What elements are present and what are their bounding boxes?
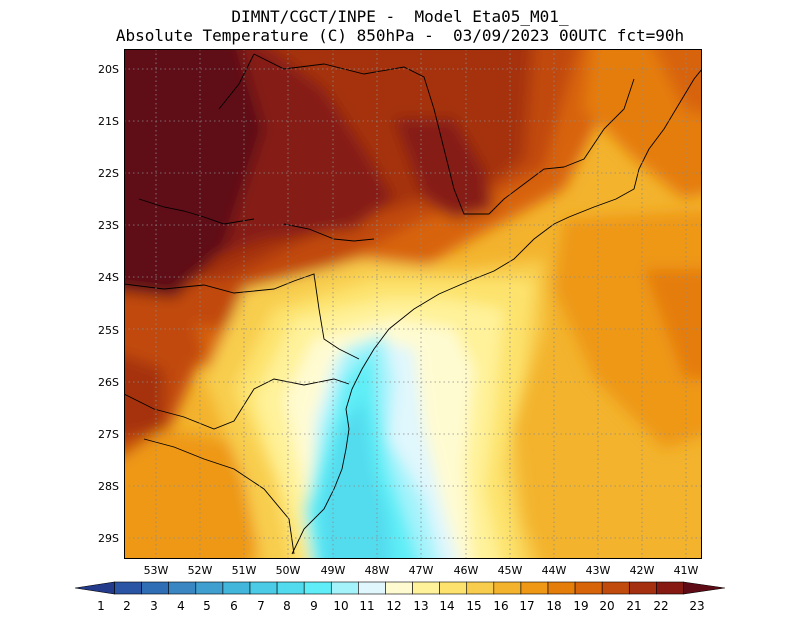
colorbar-swatch xyxy=(303,581,332,595)
lon-label: 46W xyxy=(453,564,479,577)
lat-label: 27S xyxy=(98,428,119,441)
lon-label: 43W xyxy=(585,564,611,577)
colorbar-swatch xyxy=(547,581,576,595)
colorbar-swatch xyxy=(683,581,726,595)
lat-label: 28S xyxy=(98,480,119,493)
lat-label: 24S xyxy=(98,271,119,284)
lon-label: 42W xyxy=(629,564,655,577)
colorbar-label: 7 xyxy=(257,599,265,613)
colorbar-swatch xyxy=(412,581,440,595)
colorbar-swatch xyxy=(195,581,224,595)
lon-label: 51W xyxy=(231,564,257,577)
map-title-line2: Absolute Temperature (C) 850hPa - 03/09/… xyxy=(115,26,685,45)
lon-label: 45W xyxy=(497,564,523,577)
lon-label: 53W xyxy=(143,564,169,577)
colorbar-swatch xyxy=(358,581,386,595)
colorbar-swatch xyxy=(330,581,359,595)
lat-label: 23S xyxy=(98,219,119,232)
colorbar-label: 18 xyxy=(546,599,562,613)
colorbar-swatch xyxy=(520,581,549,595)
colorbar-label: 1 xyxy=(97,599,105,613)
lon-label: 41W xyxy=(673,564,699,577)
colorbar-label: 23 xyxy=(689,599,705,613)
colorbar-swatch xyxy=(601,581,630,595)
colorbar-swatch xyxy=(114,581,142,595)
colorbar-label: 2 xyxy=(123,599,131,613)
lat-label: 25S xyxy=(98,324,119,337)
colorbar-label: 6 xyxy=(230,599,238,613)
colorbar-label: 14 xyxy=(439,599,455,613)
colorbar-swatch xyxy=(628,581,657,595)
colorbar-label: 13 xyxy=(413,599,429,613)
map-title-line1: DIMNT/CGCT/INPE - Model Eta05_M01_ xyxy=(231,7,569,26)
lat-lon-grid xyxy=(124,49,702,559)
colorbar-swatch xyxy=(466,581,495,595)
colorbar-label: 17 xyxy=(519,599,535,613)
colorbar-svg xyxy=(74,581,726,595)
colorbar-swatch xyxy=(385,581,413,595)
lon-label: 52W xyxy=(187,564,213,577)
lon-label: 47W xyxy=(408,564,434,577)
temperature-shading xyxy=(124,49,702,559)
colorbar-label: 20 xyxy=(599,599,615,613)
colorbar-label: 19 xyxy=(573,599,589,613)
colorbar-label: 15 xyxy=(466,599,482,613)
colorbar-label: 11 xyxy=(359,599,375,613)
colorbar-swatch xyxy=(439,581,468,595)
colorbar-swatch xyxy=(493,581,522,595)
colorbar-label: 4 xyxy=(177,599,185,613)
colorbar-swatch xyxy=(276,581,305,595)
lat-label: 26S xyxy=(98,376,119,389)
lat-label: 21S xyxy=(98,115,119,128)
lon-label: 50W xyxy=(275,564,301,577)
colorbar-swatch xyxy=(249,581,278,595)
colorbar-label: 9 xyxy=(310,599,318,613)
lat-label: 29S xyxy=(98,532,119,545)
colorbar-label: 16 xyxy=(493,599,509,613)
colorbar-label: 12 xyxy=(386,599,402,613)
lon-label: 44W xyxy=(541,564,567,577)
colorbar-swatch xyxy=(656,581,684,595)
colorbar-label: 10 xyxy=(333,599,349,613)
colorbar-swatch xyxy=(141,581,170,595)
colorbar-swatch xyxy=(574,581,603,595)
lon-label: 48W xyxy=(364,564,390,577)
map-frame xyxy=(124,49,702,559)
colorbar-label: 22 xyxy=(653,599,669,613)
colorbar-label: 8 xyxy=(283,599,291,613)
colorbar-label: 21 xyxy=(626,599,642,613)
colorbar-swatch xyxy=(222,581,251,595)
lat-label: 20S xyxy=(98,63,119,76)
temperature-map xyxy=(124,49,702,559)
lon-label: 49W xyxy=(320,564,346,577)
colorbar-swatch xyxy=(74,581,115,595)
temperature-map-svg xyxy=(124,49,702,559)
lat-label: 22S xyxy=(98,167,119,180)
colorbar xyxy=(0,577,800,599)
colorbar-swatch xyxy=(168,581,197,595)
colorbar-label: 5 xyxy=(203,599,211,613)
colorbar-label: 3 xyxy=(150,599,158,613)
